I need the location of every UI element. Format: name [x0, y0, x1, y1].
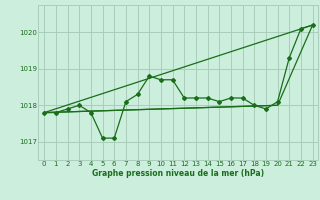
X-axis label: Graphe pression niveau de la mer (hPa): Graphe pression niveau de la mer (hPa) [92, 169, 264, 178]
